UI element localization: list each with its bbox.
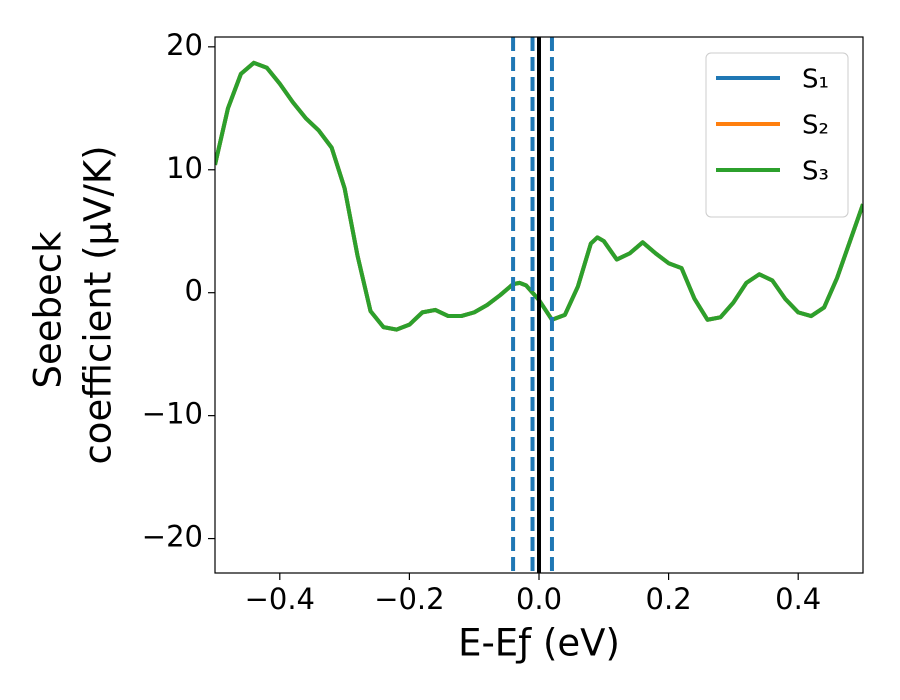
legend-box: [705, 52, 849, 218]
y-tick-label: −20: [142, 520, 203, 554]
x-tick-label: 0.4: [775, 582, 821, 616]
legend-label: S₁: [802, 65, 829, 95]
plot-area: [215, 37, 863, 573]
y-tick-label: −10: [142, 397, 203, 431]
x-tick-label: −0.2: [374, 582, 444, 616]
legend-label: S₃: [802, 157, 829, 187]
x-tick-label: −0.4: [245, 582, 315, 616]
y-tick-label: 0: [185, 274, 203, 308]
y-tick-label: 10: [166, 151, 203, 185]
x-tick-label: 0.0: [516, 582, 562, 616]
y-axis-label: coefficient (μV/K): [77, 145, 120, 464]
x-tick-label: 0.2: [646, 582, 692, 616]
y-axis-label: Seebeck: [27, 231, 70, 389]
y-tick-label: 20: [166, 28, 203, 62]
x-axis-label: E-Eƒ (eV): [458, 622, 620, 665]
legend-label: S₂: [802, 111, 829, 141]
